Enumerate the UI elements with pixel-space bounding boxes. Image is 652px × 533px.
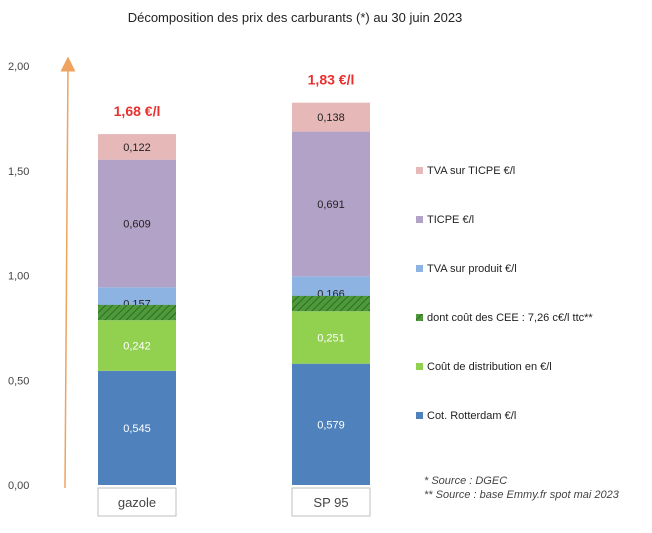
bar-segment bbox=[98, 320, 176, 371]
bar-segment bbox=[98, 370, 176, 485]
legend-swatch bbox=[416, 314, 423, 321]
category-box bbox=[291, 487, 371, 517]
legend-label: Cot. Rotterdam €/l bbox=[427, 410, 516, 422]
y-axis-arrow bbox=[60, 56, 76, 489]
legend-swatch bbox=[416, 412, 423, 419]
legend-label: Coût de distribution en €/l bbox=[427, 361, 552, 373]
bar-segment-cee bbox=[98, 304, 176, 321]
y-tick-label: 0,50 bbox=[8, 375, 29, 387]
legend-label: TICPE €/l bbox=[427, 214, 474, 226]
bar-segment bbox=[98, 159, 176, 288]
x-tick-label: gazole bbox=[118, 495, 156, 510]
bar-segment bbox=[292, 131, 370, 277]
data-label: 0,691 bbox=[317, 199, 345, 211]
y-tick-label: 1,00 bbox=[8, 271, 29, 283]
legend: TVA sur TICPE €/l TICPE €/l TVA sur produi… bbox=[416, 165, 593, 422]
chart-title: Décomposition des prix des carburants (*… bbox=[128, 10, 463, 25]
bar-segment-cee bbox=[292, 295, 370, 312]
source-note-1: * Source : DGEC bbox=[424, 475, 507, 487]
data-label: 0,251 bbox=[317, 332, 345, 344]
legend-label: TVA sur produit €/l bbox=[427, 263, 517, 275]
legend-swatch bbox=[416, 167, 423, 174]
bar-segment bbox=[292, 363, 370, 485]
total-label: 1,68 €/l bbox=[114, 103, 161, 119]
bar-segment bbox=[98, 134, 176, 160]
data-label: 0,138 bbox=[317, 112, 345, 124]
category-box bbox=[97, 487, 177, 517]
bar-segment bbox=[292, 102, 370, 132]
data-label: 0,122 bbox=[123, 142, 151, 154]
legend-label: dont coût des CEE : 7,26 c€/l ttc** bbox=[427, 312, 593, 324]
bar-segment bbox=[292, 311, 370, 364]
y-tick-label: 0,00 bbox=[8, 480, 29, 492]
legend-swatch bbox=[416, 216, 423, 223]
data-label: 0,579 bbox=[317, 419, 345, 431]
total-label: 1,83 €/l bbox=[308, 72, 355, 88]
x-tick-label: SP 95 bbox=[313, 495, 348, 510]
category-labels: gazole SP 95 bbox=[97, 487, 371, 517]
y-axis: 0,00 0,50 1,00 1,50 2,00 bbox=[8, 61, 29, 492]
y-tick-label: 2,00 bbox=[8, 61, 29, 73]
y-tick-label: 1,50 bbox=[8, 166, 29, 178]
source-note-2: ** Source : base Emmy.fr spot mai 2023 bbox=[424, 489, 620, 501]
data-label: 0,242 bbox=[123, 340, 151, 352]
data-label: 0,545 bbox=[123, 423, 151, 435]
data-label: 0,609 bbox=[123, 218, 151, 230]
bars: 0,5450,2420,1570,6090,1220,5790,2510,166… bbox=[98, 102, 370, 485]
legend-swatch bbox=[416, 265, 423, 272]
legend-label: TVA sur TICPE €/l bbox=[427, 165, 515, 177]
legend-swatch bbox=[416, 363, 423, 370]
total-labels: 1,68 €/l 1,83 €/l bbox=[114, 72, 355, 119]
